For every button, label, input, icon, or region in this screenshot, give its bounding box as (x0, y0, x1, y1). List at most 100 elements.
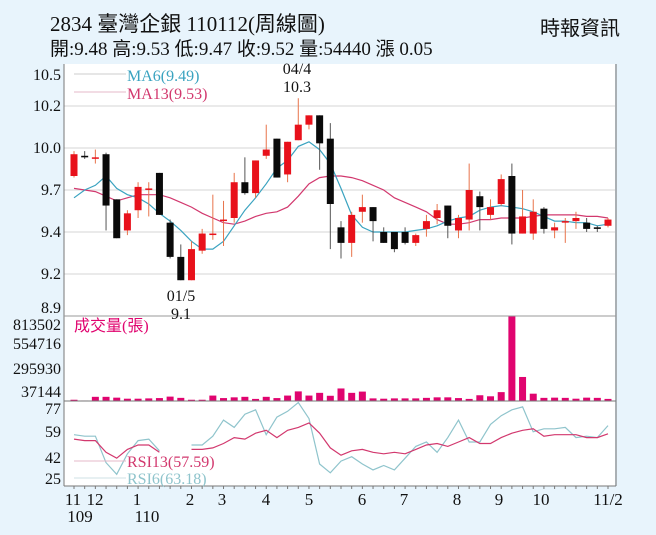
ma13-line (73, 175, 609, 225)
svg-text:10: 10 (533, 490, 550, 509)
volume-bar (487, 396, 495, 401)
ohlc-summary: 開:9.48 高:9.53 低:9.47 收:9.52 量:54440 漲 0.… (50, 39, 433, 60)
candle (540, 208, 548, 229)
candle (380, 232, 388, 243)
moving-average-lines (73, 141, 609, 250)
volume-bar (540, 397, 548, 401)
candle (422, 221, 430, 229)
svg-text:110: 110 (135, 507, 160, 526)
volume-bar (583, 397, 591, 401)
candle (529, 211, 537, 234)
candle (198, 233, 206, 251)
volume-bar (497, 392, 505, 401)
rsi-lines (73, 401, 609, 476)
candle (551, 227, 559, 231)
candlesticks (70, 98, 612, 281)
candle (102, 154, 110, 206)
svg-text:77: 77 (45, 401, 61, 418)
volume-bars (70, 316, 612, 401)
rsi13-line (73, 438, 160, 459)
candle (561, 221, 569, 223)
volume-bar (284, 395, 292, 401)
candle (316, 115, 324, 144)
volume-bar (412, 398, 420, 401)
volume-bar (358, 391, 366, 401)
candle (390, 232, 398, 250)
ma6-line (73, 141, 609, 250)
candle (358, 207, 366, 212)
candle (252, 160, 260, 194)
candle (91, 157, 99, 159)
candle (305, 115, 313, 125)
svg-text:109: 109 (67, 507, 93, 526)
volume-bar (273, 398, 281, 401)
volume-bar (572, 398, 580, 401)
svg-text:01/5: 01/5 (167, 288, 195, 305)
svg-text:813502: 813502 (13, 317, 61, 334)
volume-bar (454, 398, 462, 401)
svg-text:1: 1 (133, 490, 142, 509)
volume-bar (198, 399, 206, 401)
volume-bar (134, 398, 142, 401)
svg-text:7: 7 (400, 490, 409, 509)
volume-bar (593, 397, 601, 401)
candle (220, 219, 228, 222)
axis-labels: 10.510.210.09.79.49.28.98135025547162959… (13, 61, 623, 526)
candle (337, 227, 345, 243)
volume-bar (70, 399, 78, 401)
volume-bar (145, 398, 153, 401)
svg-text:2: 2 (186, 490, 195, 509)
svg-text:04/4: 04/4 (283, 61, 311, 78)
svg-text:10.2: 10.2 (33, 98, 61, 115)
candle (604, 219, 612, 226)
candle (326, 138, 334, 204)
volume-bar (241, 396, 249, 401)
candle (145, 188, 153, 190)
candle (113, 199, 121, 239)
volume-bar (294, 391, 302, 401)
candle (348, 214, 356, 243)
volume-bar (390, 398, 398, 401)
volume-bar (433, 397, 441, 401)
svg-text:11: 11 (65, 490, 81, 509)
svg-text:MA6(9.49): MA6(9.49) (127, 68, 199, 85)
svg-text:6: 6 (358, 490, 367, 509)
svg-text:9.2: 9.2 (41, 266, 61, 283)
svg-text:59: 59 (45, 424, 61, 441)
candle (70, 154, 78, 176)
svg-text:9: 9 (495, 490, 504, 509)
svg-text:9.1: 9.1 (171, 306, 191, 323)
volume-bar (551, 397, 559, 401)
volume-bar (369, 398, 377, 401)
svg-text:554716: 554716 (13, 336, 61, 353)
candle (284, 141, 292, 175)
svg-text:4: 4 (262, 490, 271, 509)
svg-text:5: 5 (305, 490, 314, 509)
rsi6-line (73, 434, 160, 476)
candle (433, 210, 441, 218)
chart-title: 2834 臺灣企銀 110112(周線圖) (50, 12, 325, 36)
volume-bar (561, 397, 569, 401)
volume-bar (401, 398, 409, 401)
volume-bar (209, 395, 217, 401)
candle (262, 149, 270, 156)
candle (465, 190, 473, 220)
volume-bar (529, 393, 537, 401)
volume-bar (177, 397, 185, 401)
candle (177, 256, 185, 281)
svg-text:8.9: 8.9 (41, 300, 61, 317)
candle (209, 233, 217, 236)
candle (187, 249, 195, 281)
volume-bar (422, 397, 430, 401)
volume-bar (380, 398, 388, 401)
candle (241, 182, 249, 194)
svg-text:25: 25 (45, 471, 61, 488)
candle (155, 172, 163, 215)
svg-text:12: 12 (87, 490, 104, 509)
candle (123, 213, 131, 231)
candle (508, 176, 516, 234)
candle (572, 218, 580, 222)
volume-bar (326, 395, 334, 401)
volume-bar (230, 397, 238, 401)
